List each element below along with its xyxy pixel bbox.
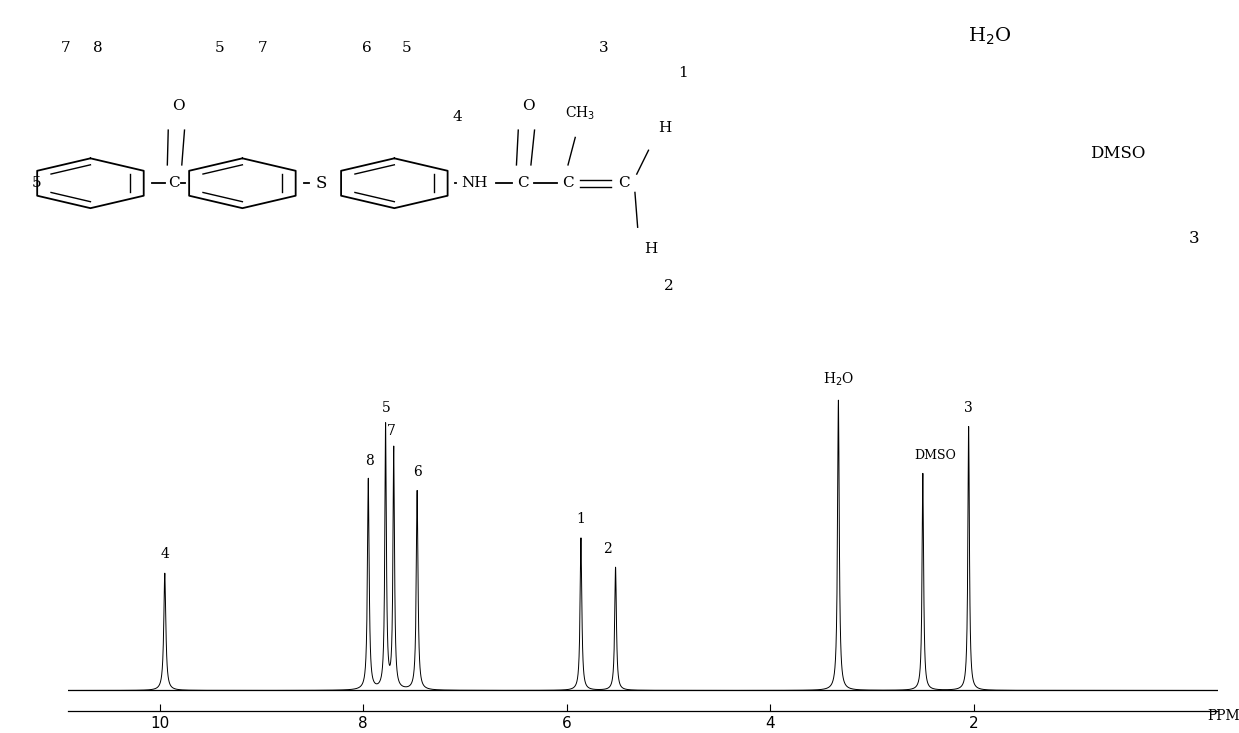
Text: O: O [172, 99, 185, 114]
Text: 2: 2 [603, 542, 612, 556]
Text: O: O [522, 99, 534, 114]
Text: 6: 6 [413, 465, 421, 479]
Text: 1: 1 [576, 512, 585, 526]
Text: 4: 4 [160, 548, 170, 561]
Text: H$_2$O: H$_2$O [823, 371, 854, 388]
Text: DMSO: DMSO [1090, 145, 1145, 163]
Text: 7: 7 [388, 424, 396, 438]
Text: 6: 6 [362, 40, 372, 55]
Text: 8: 8 [93, 40, 103, 55]
Text: C: C [167, 176, 180, 191]
Text: 5: 5 [383, 401, 392, 415]
Text: 3: 3 [600, 40, 610, 55]
Text: H$_2$O: H$_2$O [968, 26, 1011, 48]
Text: C: C [618, 176, 629, 191]
Text: C: C [563, 176, 574, 191]
Text: 1: 1 [678, 66, 688, 81]
Text: 7: 7 [258, 40, 268, 55]
Text: 3: 3 [964, 401, 973, 415]
Text: DMSO: DMSO [914, 449, 957, 462]
Text: H: H [658, 121, 672, 136]
Text: C: C [517, 176, 529, 191]
Text: 3: 3 [1188, 229, 1199, 247]
Text: H: H [644, 242, 658, 257]
Text: 5: 5 [403, 40, 411, 55]
Text: 8: 8 [366, 454, 374, 468]
Text: 5: 5 [31, 176, 41, 191]
Text: 5: 5 [216, 40, 224, 55]
Text: 2: 2 [664, 279, 674, 293]
Text: 4: 4 [452, 110, 462, 125]
Text: CH$_3$: CH$_3$ [565, 105, 595, 122]
Text: PPM: PPM [1208, 709, 1239, 723]
Text: NH: NH [462, 176, 488, 191]
Text: 7: 7 [61, 40, 69, 55]
Text: S: S [316, 174, 327, 192]
